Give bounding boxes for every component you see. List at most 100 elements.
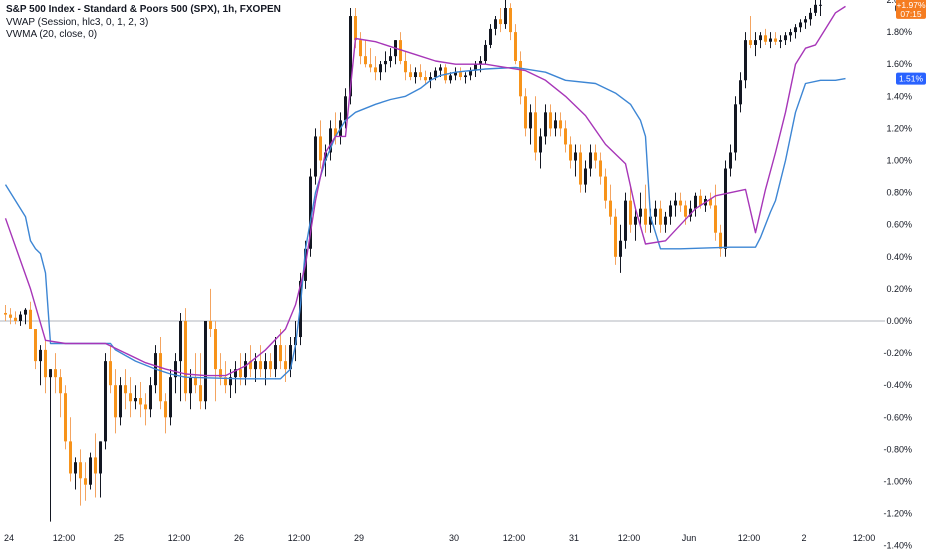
candle-body [614,216,617,257]
candle-body [574,152,577,161]
candle-body [324,152,327,161]
candle-body [99,441,102,474]
candle-body [784,35,787,41]
candle-body [674,200,677,206]
candle-body [604,176,607,201]
candle-body [314,136,317,177]
candle-body [149,385,152,410]
candle-body [354,16,357,41]
candle-body [409,72,412,78]
candle-body [759,35,762,41]
y-tick-label: -0.60% [883,412,912,422]
candle-body [309,176,312,249]
candle-body [539,136,542,153]
candle-body [389,56,392,61]
candle-body [819,4,822,6]
candle-body [794,27,797,33]
candle-body [479,60,482,65]
candle-body [559,120,562,129]
y-tick-label: 1.00% [886,156,912,166]
y-tick-label: -1.40% [883,541,912,550]
vwap-indicator-label[interactable]: VWAP (Session, hlc3, 0, 1, 2, 3) [6,16,149,28]
candle-body [469,70,472,76]
y-tick-label: 0.40% [886,252,912,262]
candle-body [334,128,337,137]
candle-body [119,385,122,418]
price-tag-label: 1.51% [899,74,924,84]
candle-body [274,345,277,370]
chart-title: S&P 500 Index - Standard & Poors 500 (SP… [6,4,281,15]
x-tick-label: 30 [449,533,459,543]
x-tick-label: 29 [354,533,364,543]
candle-body [244,361,247,378]
candle-body [729,152,732,169]
candle-body [404,60,407,73]
vwma-indicator-label[interactable]: VWMA (20, close, 0) [6,29,98,40]
candle-body [89,457,92,485]
candle-body [799,22,802,28]
y-tick-label: 0.60% [886,220,912,230]
candle-body [654,208,657,217]
candle-body [214,329,217,370]
x-tick-label: 25 [114,533,124,543]
candle-body [814,4,817,13]
candle-body [94,457,97,474]
candle-body [419,72,422,78]
vwap-line [4,66,846,380]
candle-body [484,44,487,61]
candle-body [779,40,782,42]
candle-body [264,361,267,370]
candle-body [144,404,147,410]
candle-body [679,200,682,206]
candle-body [124,385,127,394]
candle-body [589,152,592,169]
candle-body [4,312,7,315]
candlestick-layer [4,0,822,522]
candle-body [14,317,17,321]
candle-body [789,32,792,36]
candle-body [269,361,272,370]
candle-body [169,377,172,418]
candle-body [709,199,712,206]
candle-body [399,40,402,61]
candle-body [34,329,37,362]
candle-body [624,200,627,241]
candle-body [629,200,632,225]
candle-body [619,240,622,257]
candle-body [249,361,252,370]
candle-body [234,369,237,378]
candle-body [229,377,232,386]
candle-body [659,208,662,225]
y-tick-label: -0.20% [883,348,912,358]
candle-body [219,369,222,378]
x-tick-label: 12:00 [618,533,641,543]
price-tag [896,72,926,85]
candle-body [634,216,637,225]
candle-body [39,349,42,362]
candle-body [544,112,547,137]
x-tick-label: 12:00 [168,533,191,543]
candle-body [424,77,427,81]
candle-body [774,38,777,42]
candle-body [744,40,747,81]
candle-body [174,361,177,378]
x-tick-label: Jun [682,533,697,543]
candle-body [59,377,62,394]
candle-body [554,120,557,129]
y-tick-label: 1.80% [886,27,912,37]
candle-body [449,75,452,81]
candle-body [319,136,322,161]
x-tick-label: 12:00 [503,533,526,543]
candle-body [764,35,767,42]
candle-body [199,385,202,402]
candle-body [684,205,687,217]
time-axis[interactable]: 24 12:00 25 12:00 26 12:00 29 30 12:00 31 12:00 Jun… [4,533,875,543]
y-tick-label: -0.40% [883,380,912,390]
y-tick-label: -0.80% [883,444,912,454]
candle-body [344,96,347,121]
candle-body [499,19,502,25]
candle-body [364,56,367,65]
candle-body [384,60,387,65]
candle-body [809,12,812,20]
